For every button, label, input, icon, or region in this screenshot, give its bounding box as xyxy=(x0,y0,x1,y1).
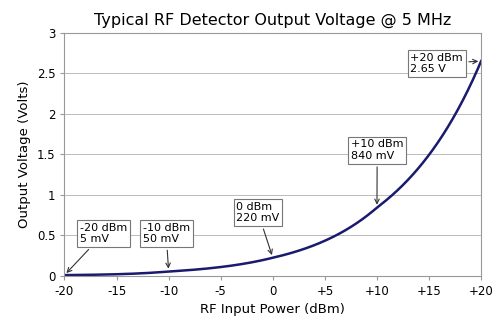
Title: Typical RF Detector Output Voltage @ 5 MHz: Typical RF Detector Output Voltage @ 5 M… xyxy=(94,12,451,28)
Y-axis label: Output Voltage (Volts): Output Voltage (Volts) xyxy=(18,80,31,228)
X-axis label: RF Input Power (dBm): RF Input Power (dBm) xyxy=(200,303,345,316)
Text: -10 dBm
50 mV: -10 dBm 50 mV xyxy=(143,223,190,267)
Text: +10 dBm
840 mV: +10 dBm 840 mV xyxy=(351,139,403,204)
Text: +20 dBm
2.65 V: +20 dBm 2.65 V xyxy=(410,53,477,74)
Text: -20 dBm
5 mV: -20 dBm 5 mV xyxy=(67,223,127,272)
Text: 0 dBm
220 mV: 0 dBm 220 mV xyxy=(236,202,280,254)
